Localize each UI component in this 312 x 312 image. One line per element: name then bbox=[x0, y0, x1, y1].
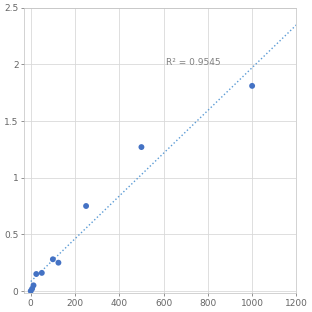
Point bbox=[30, 286, 35, 291]
Point bbox=[31, 283, 36, 288]
Point bbox=[56, 260, 61, 265]
Text: R² = 0.9545: R² = 0.9545 bbox=[166, 58, 220, 66]
Point bbox=[28, 289, 33, 294]
Point bbox=[34, 271, 39, 276]
Point bbox=[250, 83, 255, 88]
Point bbox=[84, 203, 89, 208]
Point bbox=[50, 257, 55, 262]
Point bbox=[139, 144, 144, 149]
Point bbox=[39, 271, 44, 275]
